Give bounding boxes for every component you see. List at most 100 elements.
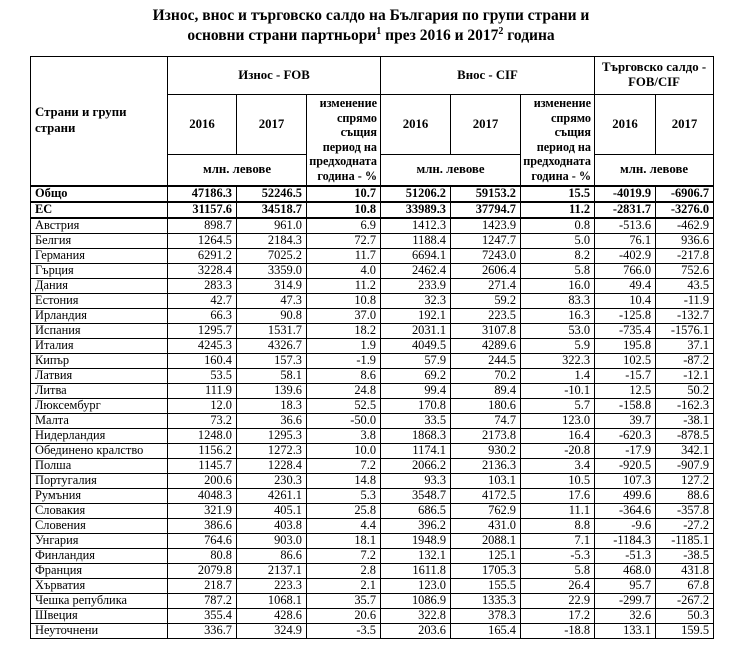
- table-row: Латвия 53.5 58.1 8.6 69.2 70.2 1.4 -15.7…: [30, 367, 715, 384]
- table-row: Люксембург 12.0 18.3 52.5 170.8 180.6 5.…: [30, 397, 715, 414]
- import-change-cell: 0.8: [520, 217, 596, 234]
- export-2017-cell: 7025.2: [236, 247, 307, 264]
- balance-2016-cell: -620.3: [594, 427, 657, 445]
- export-2017-cell: 18.3: [236, 397, 307, 414]
- balance-2017-cell: -1576.1: [655, 322, 715, 339]
- import-change-cell: 16.0: [520, 277, 596, 294]
- export-2016-cell: 4048.3: [167, 488, 237, 505]
- balance-2017-cell: 936.6: [655, 232, 715, 249]
- import-change-cell: 5.9: [520, 337, 596, 354]
- export-2017-cell: 2184.3: [236, 232, 307, 249]
- balance-2016-cell: -402.9: [594, 247, 657, 264]
- export-2017-cell: 4326.7: [236, 337, 307, 354]
- table-row: Общо 47186.3 52246.5 10.7 51206.2 59153.…: [30, 184, 715, 203]
- import-change-cell: 7.1: [520, 533, 596, 550]
- balance-2017-cell: 43.5: [655, 277, 715, 294]
- export-2016-cell: 3228.4: [167, 262, 237, 279]
- import-2016-cell: 170.8: [380, 397, 452, 414]
- import-2017-cell: 59.2: [450, 292, 522, 309]
- export-2016-cell: 42.7: [167, 292, 237, 309]
- balance-2017-cell: -217.8: [655, 247, 715, 264]
- country-cell: Дания: [30, 277, 168, 294]
- export-change-cell: 11.2: [305, 277, 382, 294]
- country-cell: Ирландия: [30, 307, 168, 324]
- country-cell: Румъния: [30, 488, 168, 505]
- export-2016-cell: 1145.7: [167, 458, 237, 475]
- import-2016-cell: 1868.3: [380, 427, 452, 445]
- balance-2016-cell: -299.7: [594, 593, 657, 610]
- country-cell: Словения: [30, 518, 168, 535]
- import-2016-cell: 686.5: [380, 503, 452, 520]
- export-2016-cell: 283.3: [167, 277, 237, 294]
- import-2017-cell: 223.5: [450, 307, 522, 324]
- export-2017-cell: 903.0: [236, 533, 307, 550]
- balance-2017-cell: -87.2: [655, 352, 715, 369]
- import-change-cell: 11.2: [520, 201, 596, 219]
- balance-2016-cell: -9.6: [594, 518, 657, 535]
- table-row: Хърватия 218.7 223.3 2.1 123.0 155.5 26.…: [30, 578, 715, 595]
- import-change-cell: -18.8: [520, 623, 596, 640]
- export-change-cell: 10.0: [305, 443, 382, 460]
- import-change-cell: -20.8: [520, 443, 596, 460]
- export-change-cell: 7.2: [305, 458, 382, 475]
- export-change-header: изменение спрямо същия период на предход…: [305, 93, 382, 187]
- balance-2016-cell: 10.4: [594, 292, 657, 309]
- export-year-2016-header: 2016: [167, 93, 237, 156]
- export-2017-cell: 3359.0: [236, 262, 307, 279]
- column-header-countries: Страни и групи страни: [30, 55, 168, 187]
- export-2017-cell: 1272.3: [236, 443, 307, 460]
- import-2017-cell: 2606.4: [450, 262, 522, 279]
- import-2017-cell: 103.1: [450, 473, 522, 490]
- export-2016-cell: 160.4: [167, 352, 237, 369]
- table-header: Страни и групи страни Износ - FOB Внос -…: [30, 55, 715, 187]
- import-2016-cell: 1412.3: [380, 217, 452, 234]
- balance-2016-cell: 49.4: [594, 277, 657, 294]
- balance-unit-label: млн. левове: [594, 154, 715, 187]
- table-row: Кипър 160.4 157.3 -1.9 57.9 244.5 322.3 …: [30, 352, 715, 369]
- import-2016-cell: 1086.9: [380, 593, 452, 610]
- balance-2017-cell: -6906.7: [655, 184, 715, 203]
- import-2016-cell: 57.9: [380, 352, 452, 369]
- import-2016-cell: 33.5: [380, 412, 452, 430]
- import-2016-cell: 32.3: [380, 292, 452, 309]
- export-change-cell: 7.2: [305, 548, 382, 565]
- balance-2017-cell: 431.8: [655, 563, 715, 580]
- import-2017-cell: 125.1: [450, 548, 522, 565]
- export-2017-cell: 52246.5: [236, 184, 307, 203]
- column-group-import-cif: Внос - CIF: [380, 55, 596, 95]
- country-cell: Латвия: [30, 367, 168, 384]
- export-change-cell: 18.2: [305, 322, 382, 339]
- balance-2016-cell: -513.6: [594, 217, 657, 234]
- export-2016-cell: 355.4: [167, 608, 237, 625]
- balance-2016-cell: -735.4: [594, 322, 657, 339]
- balance-2016-cell: -15.7: [594, 367, 657, 384]
- import-2017-cell: 244.5: [450, 352, 522, 369]
- export-2017-cell: 4261.1: [236, 488, 307, 505]
- export-2017-cell: 47.3: [236, 292, 307, 309]
- export-2016-cell: 321.9: [167, 503, 237, 520]
- title-line-1: Износ, внос и търговско салдо на Българи…: [152, 7, 590, 24]
- balance-2016-cell: -51.3: [594, 548, 657, 565]
- country-cell: Общо: [30, 184, 168, 203]
- import-2017-cell: 59153.2: [450, 184, 522, 203]
- country-cell: Португалия: [30, 473, 168, 490]
- import-2016-cell: 33989.3: [380, 201, 452, 219]
- country-cell: Люксембург: [30, 397, 168, 414]
- import-change-cell: 22.9: [520, 593, 596, 610]
- balance-2017-cell: -462.9: [655, 217, 715, 234]
- country-cell: Малта: [30, 412, 168, 430]
- country-cell: Обединено кралство: [30, 443, 168, 460]
- import-2017-cell: 2136.3: [450, 458, 522, 475]
- export-unit-label: млн. левове: [167, 154, 307, 187]
- balance-2016-cell: 133.1: [594, 623, 657, 640]
- balance-2017-cell: -11.9: [655, 292, 715, 309]
- export-change-cell: 72.7: [305, 232, 382, 249]
- country-cell: Неуточнени: [30, 623, 168, 640]
- balance-2017-cell: 50.3: [655, 608, 715, 625]
- import-2017-cell: 155.5: [450, 578, 522, 595]
- balance-2016-cell: -158.8: [594, 397, 657, 414]
- import-change-cell: 26.4: [520, 578, 596, 595]
- import-change-cell: 16.4: [520, 427, 596, 445]
- export-2016-cell: 31157.6: [167, 201, 237, 219]
- import-2016-cell: 233.9: [380, 277, 452, 294]
